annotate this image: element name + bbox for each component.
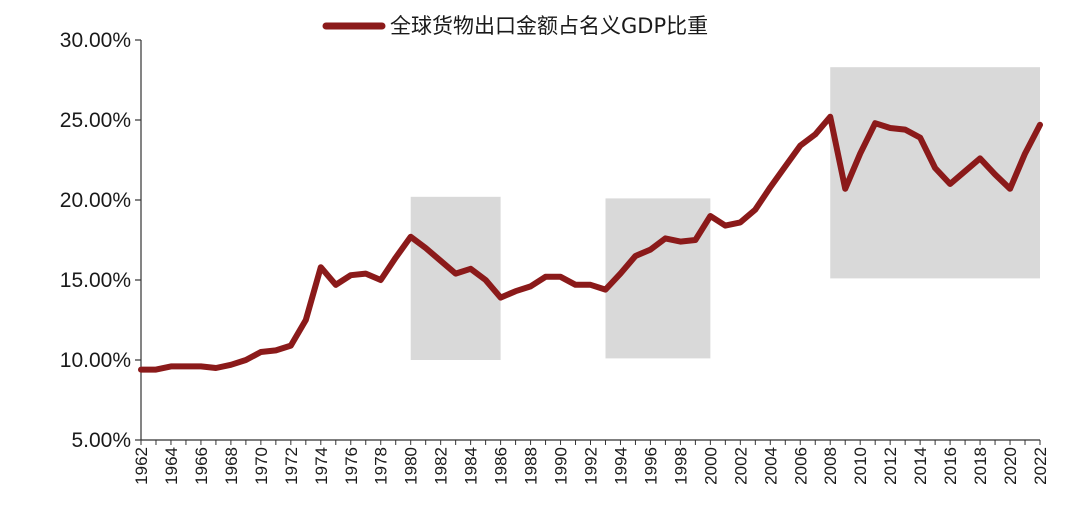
x-tick-label: 1970 xyxy=(252,447,271,485)
y-tick-labels: 5.00% 10.00% 15.00% 20.00% 25.00% 30.00% xyxy=(60,29,131,452)
x-tick-label: 1972 xyxy=(282,447,301,485)
x-tick-label: 1964 xyxy=(162,447,181,485)
y-tick-label: 25.00% xyxy=(60,109,131,132)
axes xyxy=(135,39,1041,445)
x-tick-label: 1988 xyxy=(522,447,541,485)
series-line-1 xyxy=(138,113,1043,373)
legend-label: 全球货物出口金额占名义GDP比重 xyxy=(390,14,708,38)
shaded-regions xyxy=(410,67,1040,360)
y-tick-label: 20.00% xyxy=(60,189,131,212)
x-tick-label: 1966 xyxy=(192,447,211,485)
shaded-region-2 xyxy=(605,198,711,359)
x-tick-label: 2016 xyxy=(941,447,960,485)
x-tick-label: 1998 xyxy=(671,447,690,485)
shaded-region-3 xyxy=(830,67,1040,279)
legend: 全球货物出口金额占名义GDP比重 xyxy=(322,14,708,38)
y-tick-label: 30.00% xyxy=(60,29,131,52)
x-tick-label: 2002 xyxy=(731,447,750,485)
x-tick-label: 2010 xyxy=(851,447,870,485)
y-tick-label: 5.00% xyxy=(71,429,131,452)
y-tick-label: 10.00% xyxy=(60,349,131,372)
x-tick-label: 2022 xyxy=(1031,447,1050,485)
x-tick-label: 2008 xyxy=(821,447,840,485)
x-tick-label: 1976 xyxy=(342,447,361,485)
x-tick-label: 1992 xyxy=(582,447,601,485)
x-tick-label: 2004 xyxy=(761,447,780,485)
x-tick-label: 1978 xyxy=(372,447,391,485)
y-tick-label: 15.00% xyxy=(60,269,131,292)
x-tick-label: 1994 xyxy=(611,447,630,485)
x-tick-label: 2020 xyxy=(1001,447,1020,485)
x-tick-label: 1974 xyxy=(312,447,331,485)
x-tick-label: 2014 xyxy=(911,447,930,485)
x-tick-label: 1982 xyxy=(432,447,451,485)
x-tick-label: 1968 xyxy=(222,447,241,485)
x-tick-label: 2000 xyxy=(701,447,720,485)
x-tick-label: 1996 xyxy=(641,447,660,485)
x-tick-label: 1962 xyxy=(132,447,151,485)
x-tick-label: 2006 xyxy=(791,447,810,485)
x-tick-label: 2012 xyxy=(881,447,900,485)
x-tick-label: 1986 xyxy=(492,447,511,485)
x-tick-label: 2018 xyxy=(971,447,990,485)
x-tick-label: 1990 xyxy=(552,447,571,485)
x-tick-label: 1980 xyxy=(402,447,421,485)
series-lines xyxy=(138,113,1043,373)
x-tick-labels: 1962 1964 1966 1968 1970 1972 1974 1976 1978 1980… xyxy=(132,447,1050,485)
x-tick-label: 1984 xyxy=(462,447,481,485)
